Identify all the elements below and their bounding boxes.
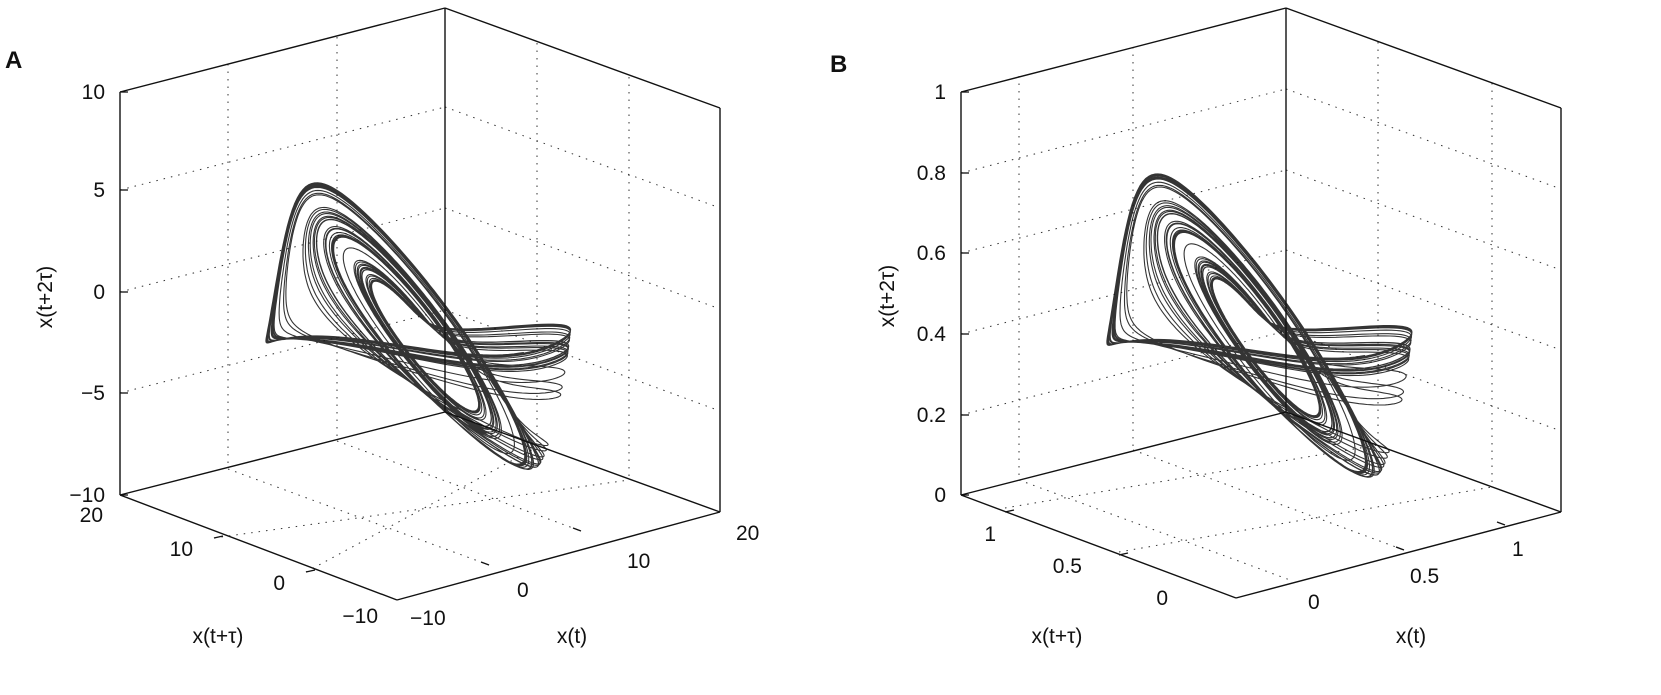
panel-a-y-tick: 10 xyxy=(170,538,193,561)
panel-b-y-tick: 0.5 xyxy=(1053,555,1082,578)
panel-b-z-tick: 0.6 xyxy=(917,242,946,265)
panel-a-xlabel: x(t) xyxy=(557,625,587,648)
panel-a-trajectory xyxy=(265,182,572,470)
panel-a-z-ticks: 10 5 0 −5 −10 xyxy=(69,81,105,507)
panel-a-x-tick: 20 xyxy=(736,522,759,545)
panel-a-y-ticks: 20 10 0 −10 xyxy=(80,504,378,628)
panel-a-z-tick: −10 xyxy=(69,484,105,507)
panel-a-x-ticks: −10 0 10 20 xyxy=(410,522,759,630)
attractor-line xyxy=(1106,173,1413,478)
panel-b-tickmarks xyxy=(961,91,1506,556)
panel-a-y-tick: −10 xyxy=(342,605,378,628)
panel-a-z-tick: 10 xyxy=(82,81,105,104)
panel-b-y-tick: 0 xyxy=(1156,587,1168,610)
panel-b-z-tick: 1 xyxy=(934,81,946,104)
panel-b-x-tick: 0.5 xyxy=(1410,565,1439,588)
panel-a-tickmarks xyxy=(120,91,582,573)
panel-b-x-tick: 0 xyxy=(1308,591,1320,614)
panel-b-x-ticks: 0 0.5 1 xyxy=(1308,538,1524,614)
panel-a-x-tick: 0 xyxy=(517,579,529,602)
panel-b-z-tick: 0.4 xyxy=(917,323,947,346)
panel-a-axes-box xyxy=(119,7,721,601)
panel-b-trajectory xyxy=(1106,173,1413,478)
panel-b-zlabel: x(t+2τ) xyxy=(876,265,899,328)
panel-a-zlabel: x(t+2τ) xyxy=(34,266,57,329)
panel-b-xlabel: x(t) xyxy=(1396,625,1426,648)
panel-b-x-tick: 1 xyxy=(1512,538,1524,561)
panel-a-x-tick: −10 xyxy=(410,607,446,630)
panel-b-z-ticks: 1 0.8 0.6 0.4 0.2 0 xyxy=(917,81,947,507)
panel-b-z-tick: 0 xyxy=(934,484,946,507)
panel-a-z-tick: 5 xyxy=(93,179,105,202)
panel-a: A xyxy=(5,7,759,648)
panel-b-letter: B xyxy=(830,51,847,78)
panel-a-x-tick: 10 xyxy=(627,550,650,573)
panel-a-y-tick: 20 xyxy=(80,504,103,527)
panel-a-y-tick: 0 xyxy=(273,572,285,595)
panel-b-grid xyxy=(960,42,1562,581)
panel-b-y-tick: 1 xyxy=(984,523,996,546)
attractor-line xyxy=(265,182,572,470)
panel-a-grid xyxy=(119,37,721,573)
panel-b-y-ticks: 1 0.5 0 xyxy=(984,523,1168,610)
panel-a-z-tick: 0 xyxy=(93,281,105,304)
panel-a-z-tick: −5 xyxy=(81,382,105,405)
panel-b-z-tick: 0.8 xyxy=(917,162,946,185)
panel-a-ylabel: x(t+τ) xyxy=(193,625,244,648)
panel-b-z-tick: 0.2 xyxy=(917,404,946,427)
panel-b-axes-box xyxy=(960,7,1562,599)
panel-b: B xyxy=(830,7,1562,648)
panel-a-letter: A xyxy=(5,47,22,74)
panel-b-ylabel: x(t+τ) xyxy=(1032,625,1083,648)
